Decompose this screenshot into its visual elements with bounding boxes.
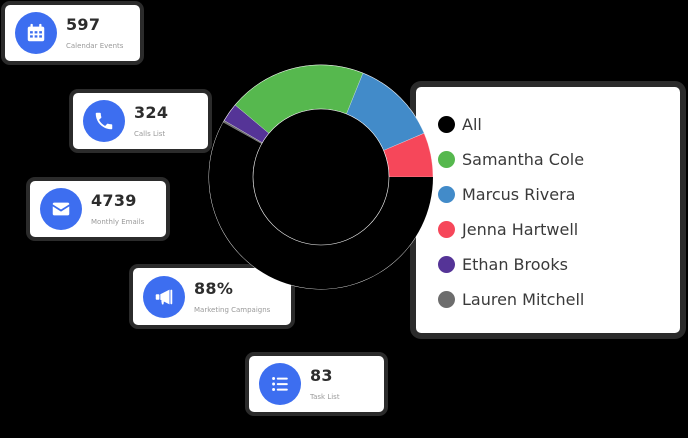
stat-label: Monthly Emails xyxy=(91,218,145,226)
stat-value: 4739 xyxy=(91,191,137,210)
legend-label: Jenna Hartwell xyxy=(462,220,579,239)
legend-label: All xyxy=(462,115,482,134)
stat-card-calls-list[interactable]: 324 Calls List xyxy=(73,93,208,149)
stat-label: Marketing Campaigns xyxy=(194,305,271,314)
megaphone-icon xyxy=(143,275,185,318)
calendar-icon xyxy=(15,12,57,54)
legend-label: Marcus Rivera xyxy=(462,185,576,204)
legend-swatch-icon xyxy=(438,186,455,203)
stat-card-monthly-emails[interactable]: 4739 Monthly Emails xyxy=(30,181,166,237)
legend-item-lauren-mitchell[interactable]: Lauren Mitchell xyxy=(438,282,680,317)
stat-card-task-list[interactable]: 83 Task List xyxy=(249,356,384,412)
list-icon xyxy=(259,363,301,405)
legend-swatch-icon xyxy=(438,256,455,273)
stat-label: Calendar Events xyxy=(66,42,124,50)
phone-icon xyxy=(83,100,125,142)
legend-item-marcus-rivera[interactable]: Marcus Rivera xyxy=(438,177,680,212)
legend-item-all[interactable]: All xyxy=(438,107,680,142)
chart-legend: All Samantha Cole Marcus Rivera Jenna Ha… xyxy=(416,87,680,333)
legend-label: Ethan Brooks xyxy=(462,255,568,274)
stat-value: 88% xyxy=(194,278,234,298)
legend-swatch-icon xyxy=(438,151,455,168)
stat-value: 597 xyxy=(66,15,101,34)
legend-label: Samantha Cole xyxy=(462,150,585,169)
stat-value: 83 xyxy=(310,366,333,385)
stat-card-calendar-events[interactable]: 597 Calendar Events xyxy=(5,5,140,61)
legend-item-samantha-cole[interactable]: Samantha Cole xyxy=(438,142,680,177)
legend-label: Lauren Mitchell xyxy=(462,290,585,309)
stat-label: Calls List xyxy=(134,130,166,138)
legend-item-ethan-brooks[interactable]: Ethan Brooks xyxy=(438,247,680,282)
legend-swatch-icon xyxy=(438,116,455,133)
legend-swatch-icon xyxy=(438,291,455,308)
stat-card-marketing-campaigns[interactable]: 88% Marketing Campaigns xyxy=(133,268,291,325)
legend-swatch-icon xyxy=(438,221,455,238)
stat-value: 324 xyxy=(134,103,169,122)
envelope-icon xyxy=(40,188,82,230)
stat-label: Task List xyxy=(310,393,340,401)
legend-item-jenna-hartwell[interactable]: Jenna Hartwell xyxy=(438,212,680,247)
